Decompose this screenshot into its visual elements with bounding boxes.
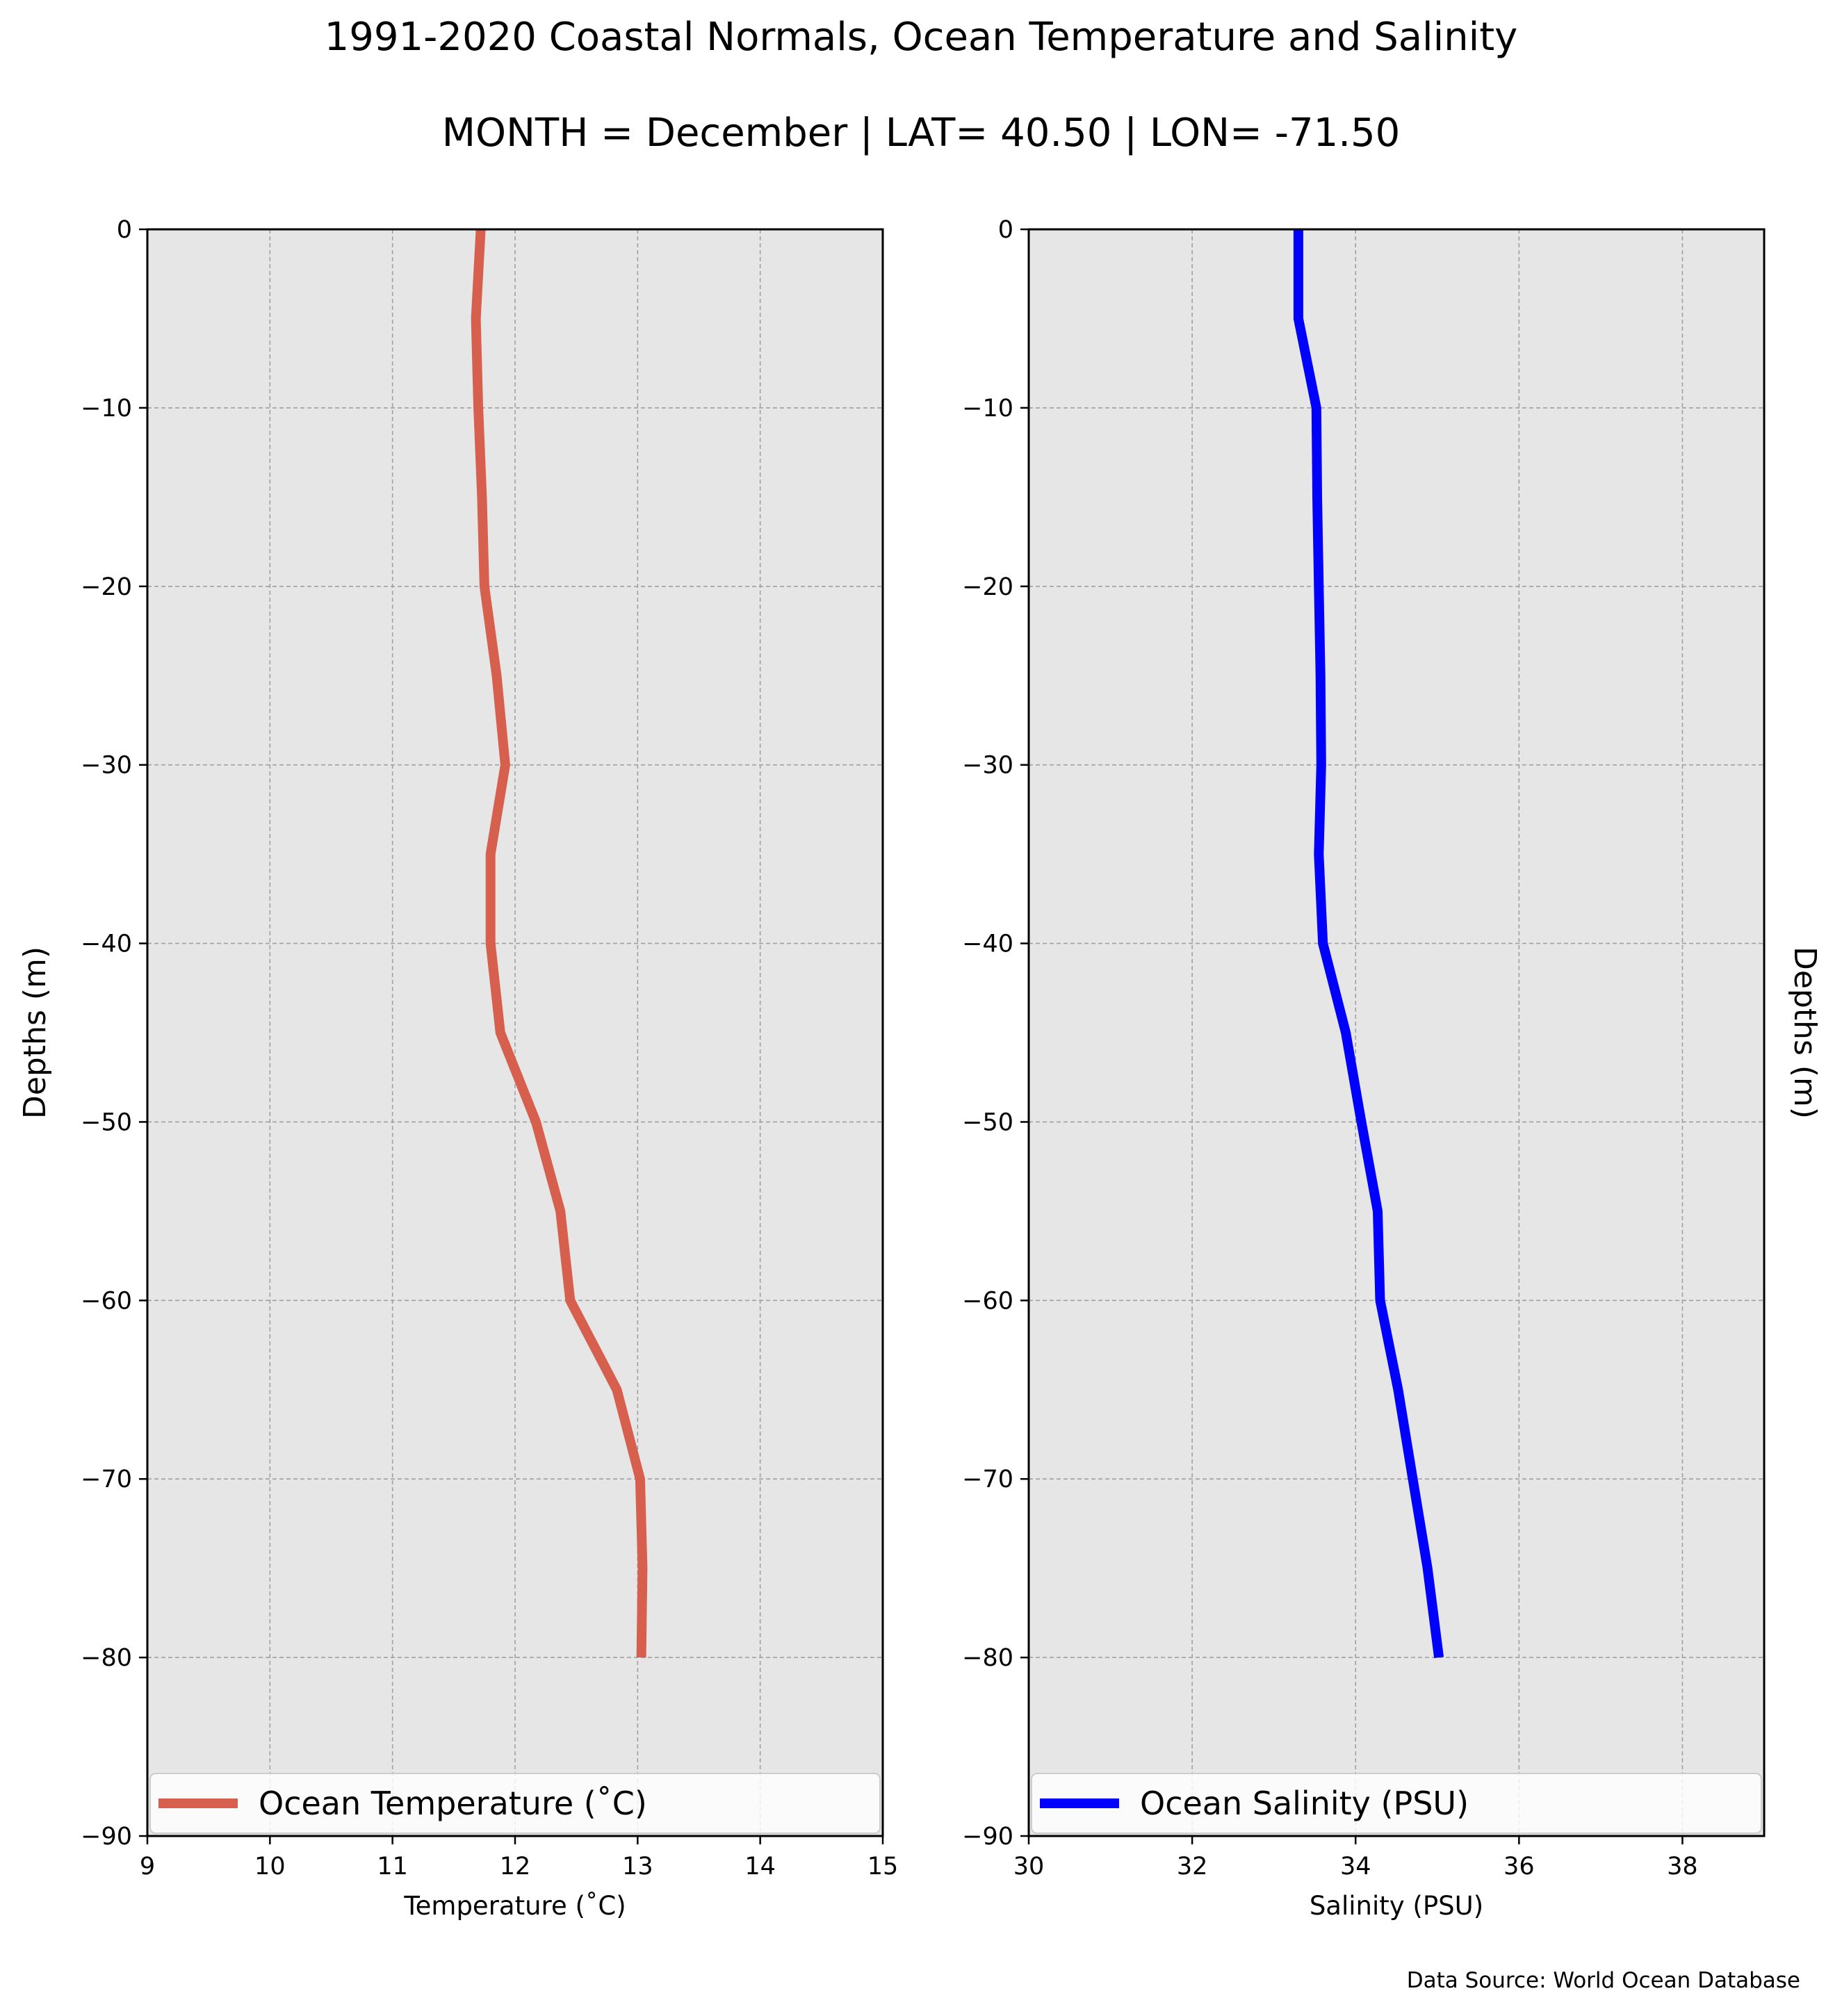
temperature-y-tick-label: −70 — [81, 1466, 132, 1493]
salinity-x-tick-label: 32 — [1177, 1853, 1208, 1880]
temperature-x-tick-label: 15 — [867, 1853, 899, 1880]
temperature-x-tick-label: 13 — [622, 1853, 653, 1880]
temperature-ticks: 9 10 11 12 13 14 15 0 −10 −20 −30 −40 −50 −60 −70 −80 −9… — [81, 216, 898, 1880]
salinity-y-tick-label: −30 — [962, 752, 1013, 780]
temperature-y-tick-label: −90 — [81, 1823, 132, 1851]
salinity-legend-box — [1031, 1773, 1762, 1834]
temperature-grid — [147, 229, 883, 1836]
temperature-legend-label: Ocean Temperature (˚C) — [259, 1785, 647, 1822]
temperature-x-tick-label: 12 — [500, 1853, 531, 1880]
salinity-y-tick-label: −60 — [962, 1287, 1013, 1315]
temperature-y-tick-label: −30 — [81, 752, 132, 780]
salinity-y-tick-label: −40 — [962, 931, 1013, 958]
temperature-y-tick-label: −20 — [81, 573, 132, 601]
figure-subtitle: MONTH = December | LAT= 40.50 | LON= -71… — [442, 110, 1401, 156]
salinity-y-axis-label: Depths (m) — [1787, 946, 1823, 1119]
temperature-legend-box — [149, 1773, 881, 1834]
salinity-y-tick-label: −80 — [962, 1644, 1013, 1672]
salinity-x-tick-label: 30 — [1013, 1853, 1045, 1880]
salinity-x-tick-label: 34 — [1340, 1853, 1371, 1880]
temperature-y-tick-label: 0 — [117, 216, 132, 244]
temperature-y-tick-label: −60 — [81, 1287, 132, 1315]
data-source-note: Data Source: World Ocean Database — [1407, 1968, 1800, 1993]
salinity-y-tick-label: −50 — [962, 1108, 1013, 1136]
temperature-y-tick-label: −80 — [81, 1644, 132, 1672]
temperature-x-tick-label: 14 — [744, 1853, 776, 1880]
salinity-legend-label: Ocean Salinity (PSU) — [1140, 1785, 1469, 1822]
temperature-y-tick-label: −40 — [81, 931, 132, 958]
temperature-y-axis-label: Depths (m) — [17, 946, 53, 1119]
salinity-plot-frame — [1027, 228, 1766, 1837]
salinity-y-tick-label: −20 — [962, 573, 1013, 601]
salinity-y-tick-label: 0 — [998, 216, 1013, 244]
temperature-x-tick-label: 11 — [377, 1853, 408, 1880]
salinity-legend: Ocean Salinity (PSU) — [1031, 1773, 1762, 1834]
salinity-x-tick-label: 38 — [1667, 1853, 1698, 1880]
figure-title: 1991-2020 Coastal Normals, Ocean Tempera… — [325, 15, 1518, 60]
temperature-panel: 9 10 11 12 13 14 15 0 −10 −20 −30 −40 −50 −60 −70 −80 −9… — [17, 216, 898, 1921]
temperature-x-axis-label: Temperature (˚C) — [403, 1891, 626, 1921]
temperature-x-tick-label: 9 — [140, 1853, 155, 1880]
salinity-x-axis-label: Salinity (PSU) — [1310, 1891, 1483, 1921]
salinity-y-tick-label: −70 — [962, 1466, 1013, 1493]
salinity-y-tick-label: −10 — [962, 395, 1013, 423]
salinity-y-tick-label: −90 — [962, 1823, 1013, 1851]
salinity-panel: 30 32 34 36 38 0 −10 −20 −30 −40 −50 −60 −70 −80 −90 O… — [962, 216, 1823, 1921]
temperature-legend: Ocean Temperature (˚C) — [149, 1773, 881, 1834]
salinity-plot-background — [1029, 229, 1764, 1836]
temperature-y-tick-label: −10 — [81, 395, 132, 423]
salinity-ticks: 30 32 34 36 38 0 −10 −20 −30 −40 −50 −60 −70 −80 −90 — [962, 216, 1698, 1880]
temperature-y-tick-label: −50 — [81, 1108, 132, 1136]
salinity-grid — [1029, 229, 1764, 1836]
salinity-x-tick-label: 36 — [1503, 1853, 1535, 1880]
temperature-x-tick-label: 10 — [254, 1853, 286, 1880]
